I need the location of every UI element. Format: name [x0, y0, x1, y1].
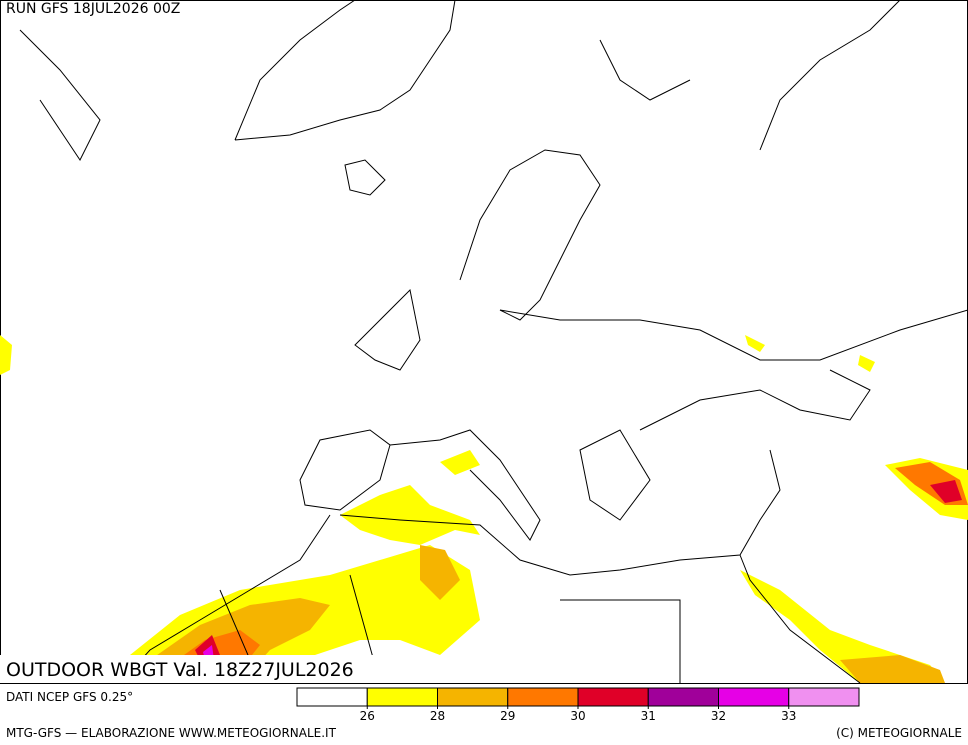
color-bar-box [296, 687, 368, 707]
coastlines [19, 0, 968, 684]
color-bar-label: 31 [641, 709, 656, 723]
color-bar-box [647, 687, 719, 707]
map-frame [0, 0, 968, 684]
color-bar-label: 32 [711, 709, 726, 723]
color-bar-box [507, 687, 579, 707]
color-bar-label: 26 [360, 709, 375, 723]
color-bar: 26 28 29 30 31 32 33 [296, 687, 860, 723]
color-bar-box [788, 687, 860, 707]
copyright-label: (C) METEOGIORNALE [836, 726, 962, 740]
wbgt-field [0, 335, 968, 683]
color-bar-label: 30 [570, 709, 585, 723]
map-area: RUN GFS 18JUL2026 00Z OUTDOOR WBGT Val. … [0, 0, 968, 684]
color-bar-box [366, 687, 438, 707]
title-box [0, 655, 395, 683]
color-bar-box [437, 687, 509, 707]
credit-label: MTG-GFS — ELABORAZIONE WWW.METEOGIORNALE… [6, 726, 337, 740]
source-label: DATI NCEP GFS 0.25° [6, 690, 133, 704]
color-bar-box [718, 687, 790, 707]
run-label: RUN GFS 18JUL2026 00Z [6, 1, 180, 17]
color-bar-label: 28 [430, 709, 445, 723]
map-title: OUTDOOR WBGT Val. 18Z27JUL2026 [6, 659, 354, 681]
color-bar-label: 29 [500, 709, 515, 723]
color-bar-box [577, 687, 649, 707]
color-bar-label: 33 [781, 709, 796, 723]
